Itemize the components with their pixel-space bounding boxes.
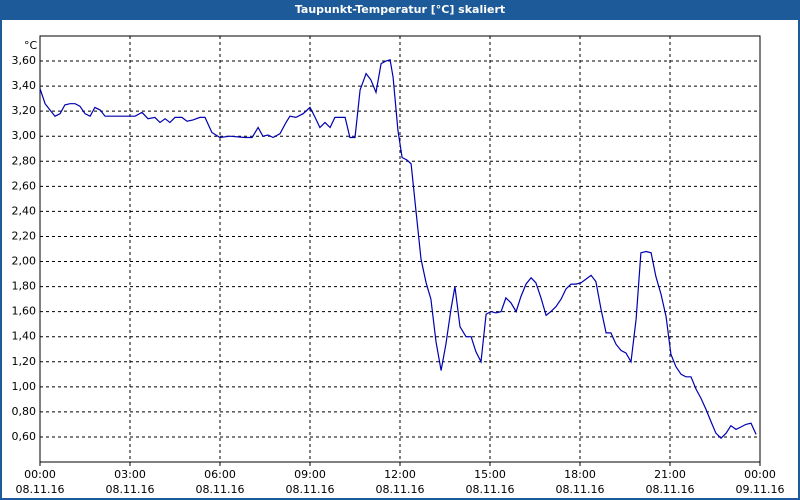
chart-title: Taupunkt-Temperatur [°C] skaliert bbox=[295, 3, 505, 16]
y-tick-label: 1,60 bbox=[12, 305, 37, 318]
x-tick-date: 08.11.16 bbox=[16, 483, 65, 496]
x-tick-date: 08.11.16 bbox=[286, 483, 335, 496]
x-tick-label: 09:00 bbox=[294, 468, 326, 481]
y-tick-label: 2,40 bbox=[12, 204, 37, 217]
x-tick-date: 09.11.16 bbox=[736, 483, 785, 496]
y-tick-label: 3,20 bbox=[12, 104, 37, 117]
x-tick-label: 12:00 bbox=[384, 468, 416, 481]
plot-frame bbox=[39, 35, 761, 463]
y-tick-label: 1,20 bbox=[12, 355, 37, 368]
y-tick-label: 1,00 bbox=[12, 380, 37, 393]
x-tick-label: 00:00 bbox=[24, 468, 56, 481]
y-tick-label: 3,00 bbox=[12, 129, 37, 142]
x-tick-label: 21:00 bbox=[654, 468, 686, 481]
x-tick-date: 08.11.16 bbox=[196, 483, 245, 496]
y-tick-label: 3,40 bbox=[12, 79, 37, 92]
x-tick-label: 03:00 bbox=[114, 468, 146, 481]
x-tick-date: 08.11.16 bbox=[466, 483, 515, 496]
y-tick-label: 1,80 bbox=[12, 280, 37, 293]
y-tick-label: 2,60 bbox=[12, 179, 37, 192]
data-line bbox=[39, 59, 757, 440]
y-tick-label: 2,80 bbox=[12, 154, 37, 167]
x-tick-date: 08.11.16 bbox=[556, 483, 605, 496]
y-tick-label: 2,20 bbox=[12, 229, 37, 242]
x-tick-date: 08.11.16 bbox=[376, 483, 425, 496]
x-tick-date: 08.11.16 bbox=[646, 483, 695, 496]
y-tick-label: 1,40 bbox=[12, 330, 37, 343]
y-unit: °C bbox=[24, 39, 38, 52]
x-tick-label: 15:00 bbox=[474, 468, 506, 481]
y-tick-label: 2,00 bbox=[12, 255, 37, 268]
y-tick-label: 3,60 bbox=[12, 54, 37, 67]
x-tick-date: 08.11.16 bbox=[106, 483, 155, 496]
x-tick-label: 06:00 bbox=[204, 468, 236, 481]
y-tick-label: 0,60 bbox=[12, 430, 37, 443]
x-tick-label: 00:00 bbox=[744, 468, 776, 481]
y-tick-label: 0,80 bbox=[12, 405, 37, 418]
x-tick-label: 18:00 bbox=[564, 468, 596, 481]
